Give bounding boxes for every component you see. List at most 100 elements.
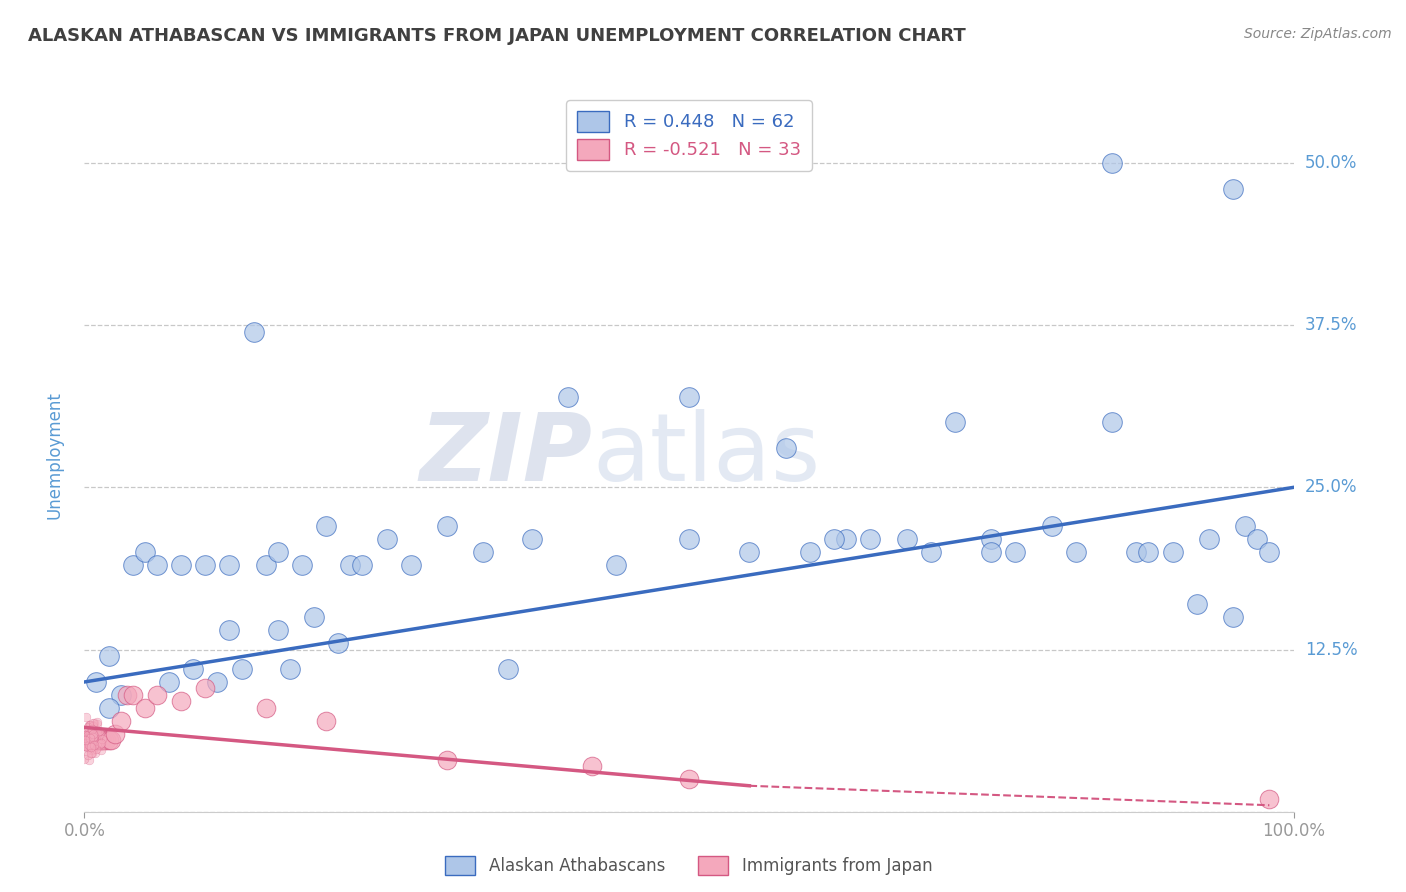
Point [80, 740, 103, 755]
Point [231, 662, 253, 676]
Point [75, 739, 97, 754]
Point [86, 736, 108, 750]
Text: 25.0%: 25.0% [1305, 478, 1357, 496]
Point [194, 681, 217, 696]
Point [79, 729, 101, 743]
Point [82, 725, 104, 739]
Point [134, 701, 156, 715]
Point [1101, 416, 1123, 430]
Point [267, 623, 290, 637]
Point [86, 715, 108, 730]
Point [75, 733, 97, 747]
Point [84, 733, 107, 747]
Point [97, 701, 120, 715]
Point [79, 718, 101, 732]
Point [157, 675, 180, 690]
Point [678, 533, 700, 547]
Point [207, 675, 229, 690]
Point [80, 735, 103, 749]
Point [91, 733, 114, 747]
Point [75, 728, 97, 742]
Point [1222, 610, 1244, 624]
Point [73, 735, 96, 749]
Point [835, 533, 858, 547]
Point [115, 688, 138, 702]
Point [80, 746, 103, 760]
Point [80, 746, 103, 760]
Point [520, 533, 543, 547]
Point [605, 558, 627, 573]
Point [254, 701, 277, 715]
Point [121, 558, 143, 573]
Point [79, 738, 101, 752]
Point [77, 727, 100, 741]
Point [399, 558, 422, 573]
Point [90, 733, 112, 747]
Point [77, 728, 100, 742]
Point [82, 718, 104, 732]
Point [1246, 533, 1268, 547]
Point [1137, 545, 1160, 559]
Point [121, 688, 143, 702]
Point [775, 442, 797, 456]
Text: Source: ZipAtlas.com: Source: ZipAtlas.com [1244, 27, 1392, 41]
Point [896, 533, 918, 547]
Point [267, 545, 290, 559]
Point [97, 648, 120, 663]
Point [86, 726, 108, 740]
Point [75, 733, 97, 747]
Text: atlas: atlas [592, 409, 821, 501]
Point [291, 558, 314, 573]
Point [83, 734, 105, 748]
Point [1004, 545, 1026, 559]
Point [87, 733, 110, 747]
Point [496, 662, 519, 676]
Point [93, 733, 115, 747]
Point [77, 748, 100, 763]
Point [83, 715, 105, 730]
Point [328, 636, 350, 650]
Point [1064, 545, 1087, 559]
Point [82, 715, 104, 730]
Point [557, 390, 579, 404]
Point [436, 753, 458, 767]
Point [1234, 519, 1257, 533]
Point [83, 733, 105, 747]
Point [87, 724, 110, 739]
Point [980, 533, 1002, 547]
Point [254, 558, 277, 573]
Point [218, 558, 240, 573]
Point [352, 558, 374, 573]
Point [1258, 545, 1281, 559]
Point [823, 533, 845, 547]
Text: 12.5%: 12.5% [1305, 640, 1357, 658]
Point [83, 732, 105, 747]
Point [1258, 791, 1281, 805]
Point [859, 533, 882, 547]
Point [76, 733, 98, 747]
Point [82, 731, 104, 745]
Text: 37.5%: 37.5% [1305, 316, 1357, 334]
Point [73, 752, 96, 766]
Point [86, 717, 108, 731]
Point [73, 733, 96, 747]
Point [82, 724, 104, 739]
Point [86, 733, 108, 747]
Point [581, 759, 603, 773]
Point [218, 623, 240, 637]
Point [89, 737, 111, 751]
Point [194, 558, 217, 573]
Point [83, 746, 105, 760]
Point [436, 519, 458, 533]
Point [75, 744, 97, 758]
Point [146, 558, 169, 573]
Point [79, 733, 101, 747]
Point [170, 558, 193, 573]
Point [134, 545, 156, 559]
Point [83, 730, 105, 744]
Point [77, 718, 100, 732]
Point [80, 742, 103, 756]
Point [104, 727, 127, 741]
Point [80, 730, 103, 744]
Point [86, 733, 108, 747]
